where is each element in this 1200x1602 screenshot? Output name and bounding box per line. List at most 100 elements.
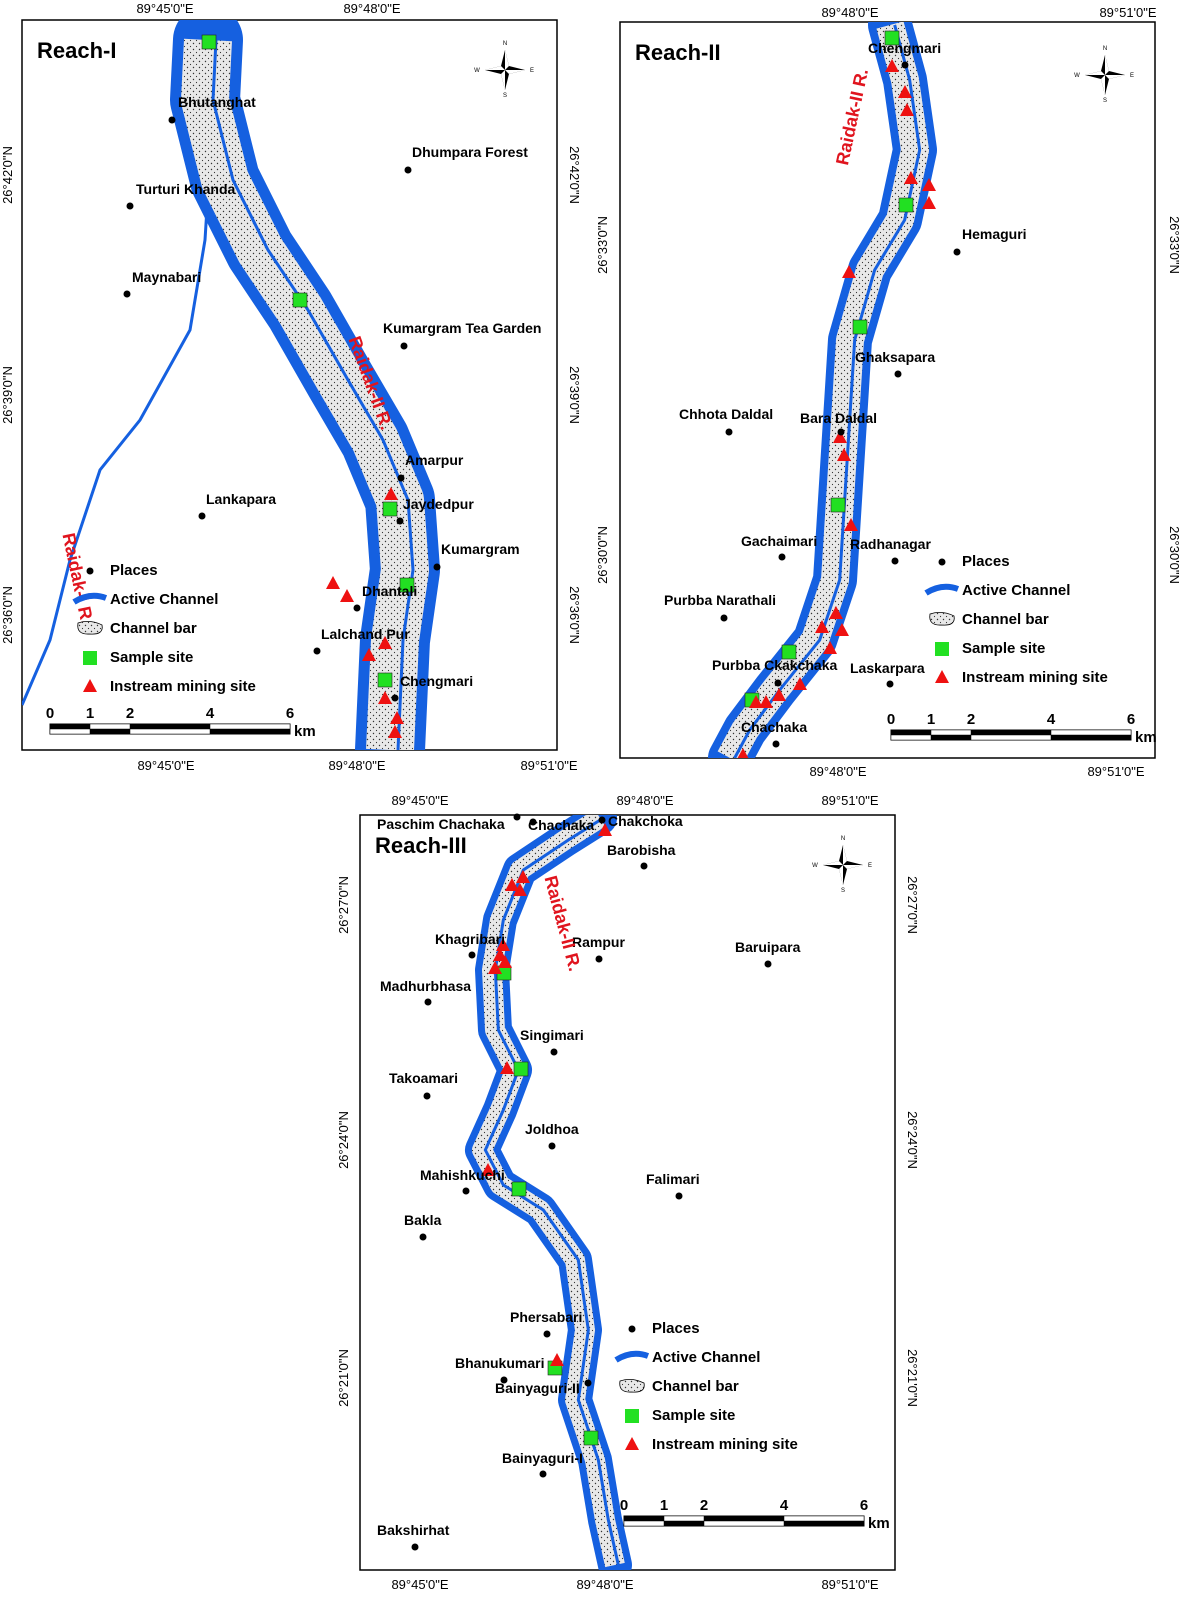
latitude-label: 26°27'0"N bbox=[336, 876, 351, 934]
legend-mining bbox=[625, 1437, 639, 1450]
scale-segment bbox=[129, 728, 211, 735]
mining-site bbox=[516, 870, 530, 883]
mining-site bbox=[378, 636, 392, 649]
compass-letter: W bbox=[1074, 73, 1080, 79]
compass-letter: E bbox=[530, 68, 534, 74]
mining-site bbox=[844, 518, 858, 531]
place-label: Takoamari bbox=[389, 1070, 458, 1086]
scale-label: 4 bbox=[206, 705, 215, 722]
compass-rose bbox=[823, 845, 863, 885]
legend-label: Instream mining site bbox=[962, 669, 1108, 686]
place-dot bbox=[774, 679, 782, 687]
latitude-label: 26°36'0"N bbox=[567, 586, 582, 644]
legend-label: Instream mining site bbox=[652, 1436, 798, 1453]
place-label: Ghaksapara bbox=[855, 349, 935, 365]
scale-segment bbox=[210, 729, 290, 734]
mining-site bbox=[388, 725, 402, 738]
place-label: Bhutanghat bbox=[178, 94, 256, 110]
place-label: Falimari bbox=[646, 1171, 700, 1187]
place-label: Baruipara bbox=[735, 939, 801, 955]
place-label: Amarpur bbox=[405, 452, 464, 468]
legend-bar bbox=[619, 1379, 645, 1393]
latitude-label: 26°27'0"N bbox=[905, 876, 920, 934]
compass-letter: S bbox=[1103, 98, 1107, 104]
place-label: Purbba Narathali bbox=[664, 592, 776, 608]
place-dot bbox=[198, 512, 206, 520]
place-label: Kumargram Tea Garden bbox=[383, 320, 541, 336]
mining-site bbox=[900, 103, 914, 116]
place-label: Mahishkuchi bbox=[420, 1167, 505, 1183]
compass-letter: E bbox=[868, 863, 872, 869]
scale-segment bbox=[50, 724, 90, 729]
map-title: Reach-III bbox=[375, 833, 467, 858]
latitude-label: 26°33'0"N bbox=[1167, 216, 1182, 274]
scale-segment bbox=[930, 729, 972, 736]
scale-label: 1 bbox=[927, 711, 935, 728]
place-label: Phersabari bbox=[510, 1309, 582, 1325]
mining-site bbox=[815, 620, 829, 633]
place-label: Dhantali bbox=[362, 583, 417, 599]
scale-label: 2 bbox=[700, 1497, 708, 1514]
mining-site bbox=[922, 196, 936, 209]
longitude-label: 89°48'0"E bbox=[576, 1577, 633, 1592]
legend-channel bbox=[614, 1350, 650, 1363]
compass-letter: W bbox=[474, 68, 480, 74]
place-dot bbox=[397, 474, 405, 482]
place-dot bbox=[529, 818, 537, 826]
mining-site bbox=[837, 448, 851, 461]
sample-site bbox=[292, 292, 308, 308]
place-label: Purbba Ckakchaka bbox=[712, 657, 837, 673]
reach-map: Bhutanghat Turturi Khanda Dhumpara Forest M… bbox=[0, 1, 582, 773]
longitude-label: 89°51'0"E bbox=[821, 793, 878, 808]
mining-site bbox=[737, 748, 749, 758]
place-label: Bakshirhat bbox=[377, 1522, 450, 1538]
mining-site bbox=[898, 85, 912, 98]
mining-site bbox=[378, 691, 392, 704]
place-label: Lankapara bbox=[206, 491, 276, 507]
scale-label: 0 bbox=[46, 705, 54, 722]
mining-site bbox=[513, 883, 527, 896]
place-label: Radhanagar bbox=[850, 536, 931, 552]
mining-site bbox=[835, 623, 849, 636]
place-dot bbox=[543, 1330, 551, 1338]
legend-place bbox=[628, 1325, 636, 1333]
channel-bar bbox=[717, 22, 929, 758]
latitude-label: 26°21'0"N bbox=[336, 1349, 351, 1407]
mining-site bbox=[550, 1353, 564, 1366]
latitude-label: 26°42'0"N bbox=[567, 146, 582, 204]
place-label: Chengmari bbox=[868, 40, 941, 56]
place-dot bbox=[778, 553, 786, 561]
compass-letter: N bbox=[503, 41, 507, 47]
mining-site bbox=[829, 606, 843, 619]
place-dot bbox=[640, 862, 648, 870]
legend-label: Active Channel bbox=[652, 1349, 760, 1366]
place-dot bbox=[424, 998, 432, 1006]
scale-unit: km bbox=[868, 1515, 890, 1532]
legend-label: Places bbox=[652, 1320, 700, 1337]
legend-channel bbox=[72, 592, 108, 605]
scale-segment bbox=[663, 1515, 705, 1522]
place-label: Singimari bbox=[520, 1027, 584, 1043]
map-body bbox=[708, 22, 937, 758]
compass-letter: N bbox=[841, 836, 845, 842]
place-label: Dhumpara Forest bbox=[412, 144, 528, 160]
latitude-label: 26°24'0"N bbox=[905, 1111, 920, 1169]
legend-label: Channel bar bbox=[962, 611, 1049, 628]
place-dot bbox=[772, 740, 780, 748]
sample-site bbox=[399, 577, 415, 593]
place-dot bbox=[411, 1543, 419, 1551]
legend-bar bbox=[77, 621, 103, 635]
legend-label: Places bbox=[962, 553, 1010, 570]
place-label: Gachaimari bbox=[741, 533, 817, 549]
longitude-label: 89°48'0"E bbox=[616, 793, 673, 808]
mining-site bbox=[498, 955, 512, 968]
compass-rose bbox=[1085, 55, 1125, 95]
map-body bbox=[465, 815, 632, 1570]
active-channel bbox=[211, 39, 415, 750]
reach-map: Chengmari Hemaguri Ghaksapara Chhota Daldal… bbox=[595, 5, 1182, 779]
latitude-label: 26°42'0"N bbox=[0, 146, 15, 204]
latitude-label: 26°33'0"N bbox=[595, 216, 610, 274]
mining-site bbox=[885, 59, 899, 72]
place-dot bbox=[837, 428, 845, 436]
place-dot bbox=[462, 1187, 470, 1195]
